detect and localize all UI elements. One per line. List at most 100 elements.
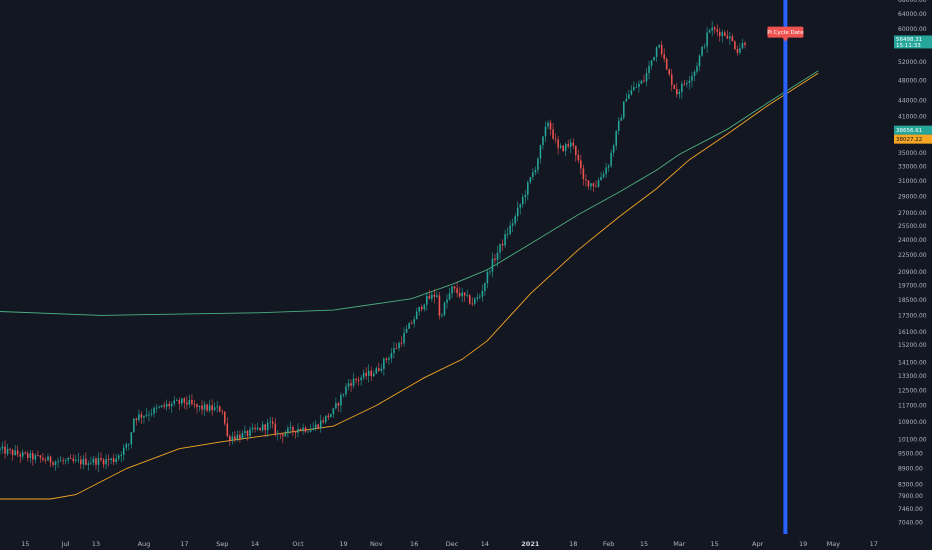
x-tick-label: 16: [410, 540, 418, 548]
candle-body: [244, 430, 246, 434]
candle-body: [133, 418, 135, 433]
y-tick-label: 48000.00: [898, 77, 927, 84]
candle-body: [638, 83, 640, 87]
x-tick-label: Dec: [446, 540, 459, 548]
candle-body: [643, 80, 645, 82]
time-axis[interactable]: 15 Jul 13 Aug 17 Sep 14 Oct 19 Nov 16 Dec 14 2021 18 Fe…: [21, 540, 878, 548]
candle-body: [57, 461, 59, 463]
candle-body: [173, 400, 176, 404]
candle-body: [585, 179, 587, 181]
candle-body: [486, 272, 489, 284]
candle-body: [453, 286, 456, 289]
candle-body: [622, 101, 625, 118]
candle-body: [188, 400, 191, 405]
candle-body: [615, 130, 617, 146]
candle-body: [304, 427, 307, 432]
candle-body: [153, 407, 155, 414]
candle-body: [92, 458, 95, 463]
y-tick-label: 10900.00: [898, 419, 927, 426]
candle-body: [360, 377, 362, 381]
candle-body: [423, 304, 426, 310]
y-tick-label: 35000.00: [898, 150, 927, 157]
candle-body: [261, 424, 264, 431]
candle-body: [160, 405, 163, 408]
candle-body: [158, 407, 160, 408]
annotation-box: [767, 26, 804, 38]
candle-body: [347, 383, 350, 387]
candle-body: [580, 160, 582, 169]
candle-body: [130, 432, 133, 445]
candle-body: [213, 407, 216, 411]
candle-body: [367, 370, 370, 376]
x-tick-label: Jul: [61, 540, 70, 548]
candle-body: [557, 139, 559, 148]
x-tick-label: 14: [481, 540, 489, 548]
candle-body: [165, 403, 168, 407]
current-price-time: 15:11:33: [896, 43, 921, 49]
candle-body: [383, 358, 385, 369]
candle-body: [198, 405, 201, 408]
candle-body: [175, 400, 178, 402]
candle-body: [234, 436, 236, 440]
candle-body: [226, 423, 229, 437]
candle-body: [138, 414, 140, 420]
x-tick-label: Sep: [216, 540, 228, 548]
time-axis-background[interactable]: [0, 534, 894, 550]
candle-body: [744, 42, 746, 45]
candle-body: [355, 378, 357, 380]
candle-body: [249, 429, 251, 436]
candle-body: [115, 458, 117, 463]
candle-body: [54, 461, 57, 465]
ma-200-tag: [894, 125, 932, 135]
price-axis-background[interactable]: [894, 0, 932, 550]
candle-body: [625, 98, 628, 102]
candle-body: [575, 145, 577, 156]
ma-111-line: [0, 72, 819, 500]
candle-body: [385, 358, 388, 360]
candle-body: [282, 434, 284, 437]
candle-body: [395, 348, 398, 349]
candle-body: [178, 400, 181, 404]
candle-body: [266, 422, 269, 431]
candle-body: [400, 342, 403, 344]
y-tick-label: 7900.00: [898, 493, 923, 500]
y-tick-label: 16100.00: [898, 329, 927, 336]
candle-body: [352, 378, 355, 386]
y-tick-label: 24000.00: [898, 237, 927, 244]
candle-body: [246, 430, 249, 436]
pi-cycle-vertical-marker: [783, 0, 788, 534]
candle-body: [726, 35, 729, 39]
candle-body: [506, 233, 509, 235]
candle-body: [698, 55, 701, 67]
candle-body: [451, 286, 453, 294]
candle-body: [547, 122, 549, 127]
x-tick-label: 15: [711, 540, 719, 548]
candle-body: [340, 395, 342, 406]
candle-body: [105, 459, 107, 465]
candle-body: [448, 293, 451, 300]
y-tick-label: 15200.00: [898, 342, 927, 349]
candle-body: [724, 32, 726, 36]
candle-body: [4, 446, 6, 454]
candle-body: [150, 413, 153, 415]
candle-body: [456, 288, 458, 294]
candle-body: [365, 372, 367, 376]
candle-body: [193, 403, 196, 405]
candle-body: [393, 348, 395, 353]
candle-body: [658, 44, 660, 48]
candle-body: [229, 436, 231, 441]
candle-body: [471, 303, 474, 305]
y-tick-label: 10100.00: [898, 436, 927, 443]
candle-body: [524, 194, 527, 198]
candle-body: [645, 73, 648, 82]
pi-cycle-annotation: Pi Cycle Date: [767, 26, 804, 42]
candle-body: [673, 84, 676, 89]
candle-body: [736, 49, 739, 53]
candle-body: [299, 428, 302, 431]
candle-body: [39, 455, 42, 458]
candle-body: [721, 32, 724, 37]
candle-body: [1, 446, 4, 449]
candle-body: [259, 427, 261, 431]
y-tick-label: 8900.00: [898, 466, 923, 473]
